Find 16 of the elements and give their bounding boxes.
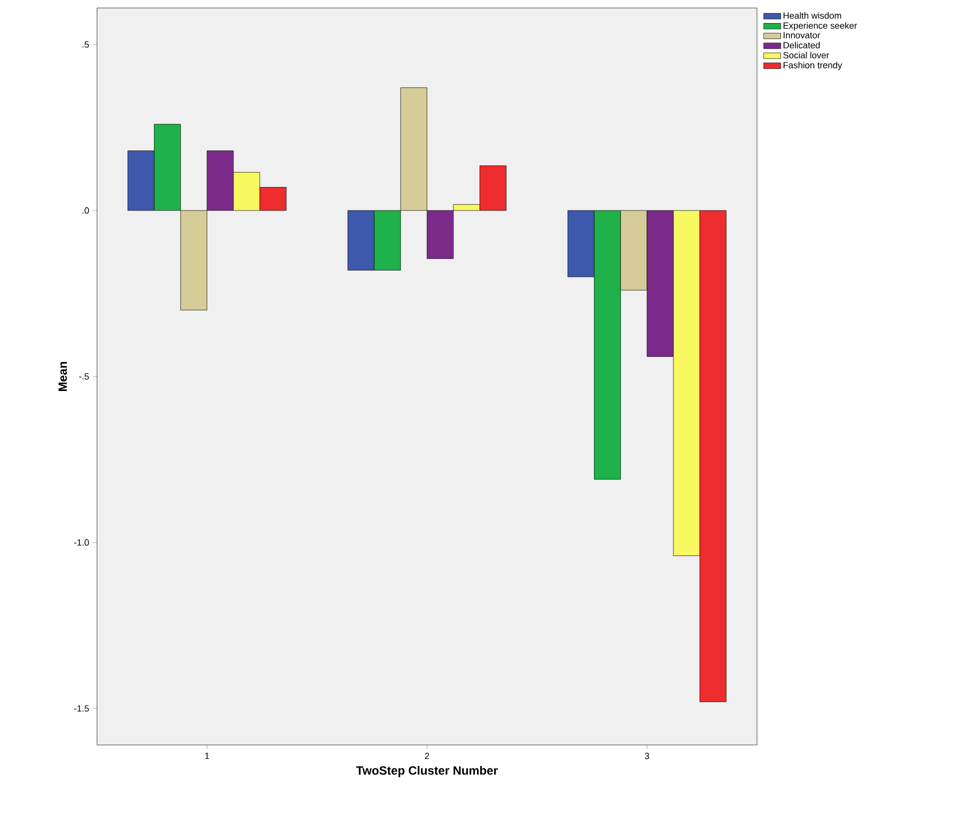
legend-label: Social lover	[783, 52, 830, 58]
legend-label: Fashion trendy	[784, 62, 842, 70]
x-tick-label: 3	[644, 752, 650, 760]
y-tick-label: -1.5	[74, 705, 89, 712]
y-tick-label: -.5	[79, 373, 89, 380]
y-tick-label: .0	[82, 207, 89, 214]
y-axis-title: Mean	[58, 362, 67, 391]
x-axis-title: TwoStep Cluster Number	[356, 766, 498, 778]
legend-label: Health wisdom	[784, 12, 842, 19]
legend-label: Delicated	[784, 42, 820, 48]
y-tick-label: .5	[82, 41, 89, 48]
x-tick-label: 2	[424, 752, 430, 760]
x-tick-label: 1	[205, 752, 210, 759]
y-tick-label: -1.0	[74, 539, 89, 546]
legend-label: Innovator	[784, 32, 820, 38]
legend-label: Experience seeker	[784, 22, 857, 31]
